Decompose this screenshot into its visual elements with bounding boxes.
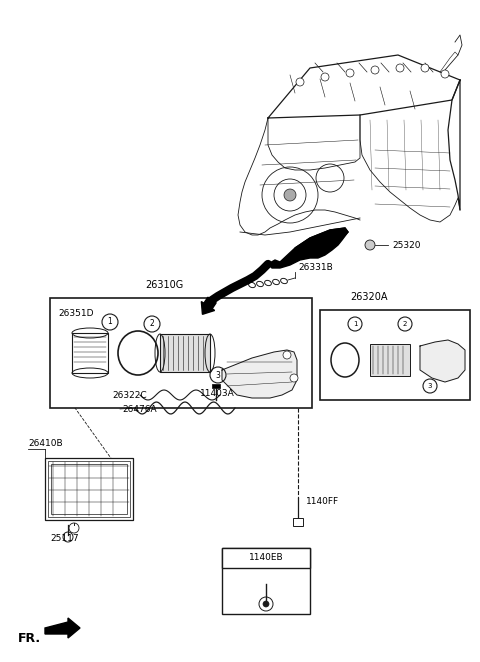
- Bar: [72, 333, 108, 373]
- Circle shape: [346, 69, 354, 77]
- Bar: [50, 298, 312, 408]
- Text: 26320A: 26320A: [350, 292, 387, 302]
- Bar: [222, 548, 310, 568]
- Text: 1: 1: [353, 321, 357, 327]
- Circle shape: [441, 70, 449, 78]
- Text: 1: 1: [108, 318, 112, 326]
- Bar: [51, 464, 127, 514]
- Circle shape: [263, 601, 269, 607]
- Circle shape: [283, 351, 291, 359]
- Text: 1140EB: 1140EB: [249, 553, 283, 563]
- Polygon shape: [295, 228, 348, 255]
- Polygon shape: [420, 340, 465, 382]
- Text: 11403A: 11403A: [200, 389, 235, 399]
- Circle shape: [284, 189, 296, 201]
- Text: 2: 2: [403, 321, 407, 327]
- Polygon shape: [222, 350, 297, 398]
- FancyArrow shape: [201, 297, 216, 314]
- Text: 3: 3: [216, 371, 220, 379]
- Bar: [45, 458, 133, 520]
- Polygon shape: [45, 618, 80, 638]
- Text: 25320: 25320: [392, 240, 420, 250]
- Text: 3: 3: [428, 383, 432, 389]
- Text: 26410B: 26410B: [28, 439, 62, 448]
- Text: 26476A: 26476A: [122, 404, 156, 414]
- Text: FR.: FR.: [18, 632, 41, 645]
- Bar: [48, 461, 130, 517]
- Bar: [320, 310, 470, 400]
- Text: 2: 2: [150, 320, 155, 328]
- Bar: [293, 518, 303, 526]
- Text: 26351D: 26351D: [58, 309, 94, 318]
- Bar: [160, 334, 210, 372]
- Text: 25117: 25117: [50, 534, 79, 543]
- Circle shape: [396, 64, 404, 72]
- Circle shape: [365, 240, 375, 250]
- Text: 26310G: 26310G: [145, 280, 183, 290]
- Text: 26331B: 26331B: [298, 263, 333, 272]
- Text: 26322C: 26322C: [112, 391, 146, 401]
- Bar: [212, 384, 220, 388]
- Bar: [370, 344, 410, 376]
- Polygon shape: [268, 228, 348, 268]
- Circle shape: [321, 73, 329, 81]
- Text: 1140FF: 1140FF: [306, 498, 339, 506]
- Circle shape: [371, 66, 379, 74]
- Bar: [222, 548, 310, 614]
- Circle shape: [296, 78, 304, 86]
- Circle shape: [290, 374, 298, 382]
- Circle shape: [421, 64, 429, 72]
- Bar: [45, 458, 133, 520]
